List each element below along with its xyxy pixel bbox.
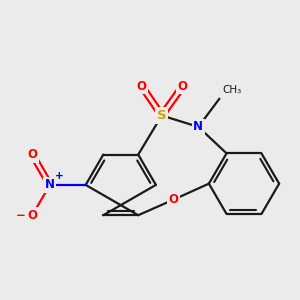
Text: N: N <box>194 120 203 134</box>
Text: O: O <box>136 80 147 93</box>
Text: O: O <box>169 193 178 206</box>
Text: O: O <box>27 148 37 161</box>
Text: O: O <box>27 209 37 222</box>
Text: S: S <box>157 109 166 122</box>
Text: −: − <box>16 209 26 222</box>
Text: +: + <box>55 171 64 181</box>
Text: O: O <box>178 80 188 93</box>
Text: N: N <box>45 178 55 191</box>
Text: CH₃: CH₃ <box>223 85 242 95</box>
